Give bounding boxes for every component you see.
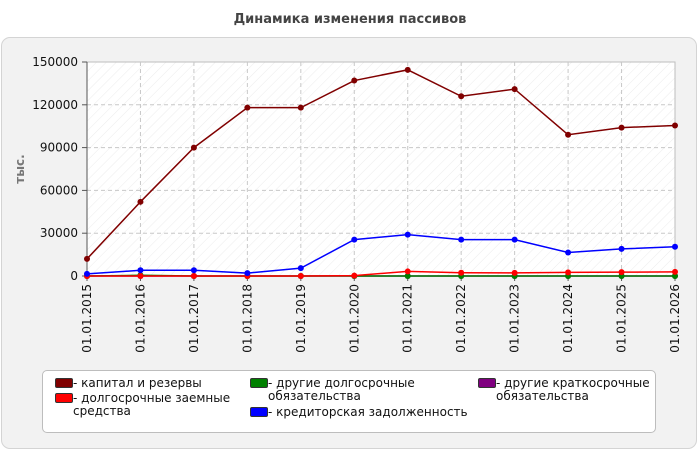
data-point xyxy=(458,93,465,100)
data-point xyxy=(511,269,518,276)
x-tick-label: 01.01.2026 xyxy=(668,284,682,353)
y-tick-label: 0 xyxy=(70,269,78,283)
data-point xyxy=(672,243,678,250)
data-point xyxy=(672,268,678,275)
y-tick-label: 150000 xyxy=(32,55,78,69)
series-line xyxy=(86,233,676,275)
legend-swatch xyxy=(55,378,73,388)
data-point xyxy=(672,273,678,279)
x-tick-label: 01.01.2018 xyxy=(240,284,254,353)
data-point xyxy=(565,269,572,276)
data-point xyxy=(190,267,197,274)
legend-label: - кредиторская задолженность xyxy=(268,405,468,419)
plot-area xyxy=(86,61,676,277)
x-tick-label: 01.01.2016 xyxy=(133,284,147,353)
data-point xyxy=(244,270,251,277)
y-tick-label: 90000 xyxy=(40,141,78,155)
data-point xyxy=(84,255,90,262)
data-point xyxy=(618,124,625,131)
series-line xyxy=(86,69,676,260)
data-point xyxy=(297,265,304,272)
data-point xyxy=(404,231,411,238)
x-tick-label: 01.01.2023 xyxy=(508,284,522,353)
data-point xyxy=(137,198,144,205)
data-point xyxy=(458,269,465,276)
legend-swatch xyxy=(478,378,496,388)
data-point xyxy=(618,269,625,276)
data-point xyxy=(297,104,304,111)
data-point xyxy=(84,270,90,277)
x-tick-label: 01.01.2021 xyxy=(401,284,415,353)
x-tick-label: 01.01.2015 xyxy=(80,284,94,353)
data-point xyxy=(351,236,358,243)
legend-label: - другие краткосрочные обязательства xyxy=(496,376,650,403)
data-point xyxy=(565,249,572,256)
data-point xyxy=(351,77,358,84)
x-tick-label: 01.01.2019 xyxy=(294,284,308,353)
x-tick-label: 01.01.2017 xyxy=(187,284,201,353)
data-point xyxy=(137,267,144,274)
y-tick-label: 30000 xyxy=(40,226,78,240)
data-point xyxy=(404,66,411,73)
data-point xyxy=(404,268,411,275)
data-point xyxy=(565,131,572,138)
data-point xyxy=(672,122,678,129)
x-tick-label: 01.01.2025 xyxy=(615,284,629,353)
x-tick-label: 01.01.2020 xyxy=(347,284,361,353)
data-point xyxy=(458,236,465,243)
y-tick-label: 120000 xyxy=(32,98,78,112)
data-point xyxy=(618,245,625,252)
legend-label: - капитал и резервы xyxy=(73,376,202,390)
data-point xyxy=(404,273,411,279)
data-point xyxy=(137,273,144,279)
x-tick-label: 01.01.2022 xyxy=(454,284,468,353)
chart-title: Динамика изменения пассивов xyxy=(233,12,467,27)
data-point xyxy=(190,273,197,279)
data-point xyxy=(244,104,251,111)
x-tick-label: 01.01.2024 xyxy=(561,284,575,353)
data-point xyxy=(190,144,197,151)
chart-legend: - капитал и резервы - долгосрочные заемн… xyxy=(42,370,656,433)
legend-label: - долгосрочные заемные средства xyxy=(73,391,231,418)
legend-swatch xyxy=(250,407,268,417)
data-point xyxy=(297,273,304,279)
y-axis-label: тыс. xyxy=(13,154,27,183)
legend-label: - другие долгосрочные обязательства xyxy=(268,376,415,403)
data-point xyxy=(511,236,518,243)
data-point xyxy=(511,86,518,93)
series-line xyxy=(87,270,676,277)
y-tick-label: 60000 xyxy=(40,183,78,197)
legend-swatch xyxy=(55,393,73,403)
legend-swatch xyxy=(250,378,268,388)
data-point xyxy=(351,272,358,279)
